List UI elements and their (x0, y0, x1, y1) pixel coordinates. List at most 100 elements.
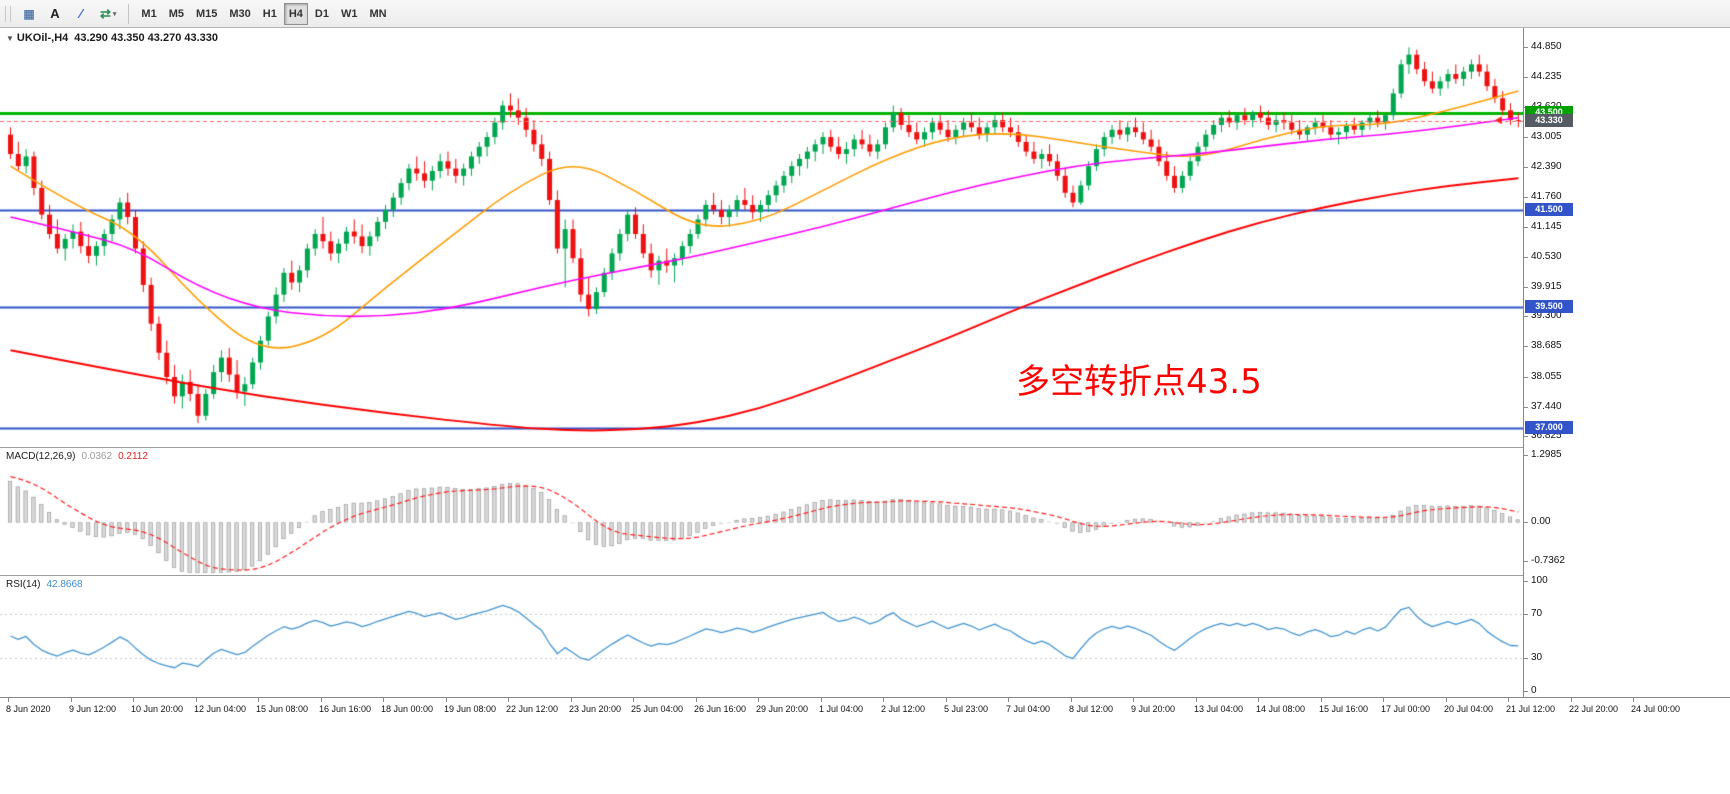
text-annotation-button[interactable]: A (43, 3, 67, 25)
price-axis-tick (1524, 316, 1528, 317)
price-axis-label: 42.390 (1531, 161, 1562, 172)
time-axis[interactable]: 8 Jun 2020 9 Jun 12:00 10 Jun 20:00 12 Jun … (0, 697, 1730, 717)
auto-scroll-button[interactable]: ⇄ ▾ (95, 3, 121, 25)
time-axis-label: 18 Jun 00:00 (381, 704, 434, 714)
time-axis-tick (571, 698, 572, 702)
rsi-canvas[interactable] (0, 575, 1523, 697)
price-axis[interactable]: 44.85044.23543.62043.00542.39041.76041.1… (1523, 28, 1730, 697)
price-level-badge: 43.330 (1525, 114, 1573, 127)
time-axis-tick (821, 698, 822, 702)
timeframe-m5-button[interactable]: M5 (164, 3, 189, 25)
charts-grid-icon: ▦ (23, 6, 35, 21)
time-axis-label: 22 Jun 12:00 (506, 704, 559, 714)
time-axis-tick (1508, 698, 1509, 702)
time-axis-label: 7 Jul 04:00 (1006, 704, 1051, 714)
time-axis-label: 8 Jun 2020 (6, 704, 51, 714)
rsi-panel (0, 575, 1730, 697)
time-axis-label: 29 Jun 20:00 (756, 704, 809, 714)
price-axis-tick (1524, 436, 1528, 437)
price-axis-tick (1524, 227, 1528, 228)
time-axis-label: 10 Jun 20:00 (131, 704, 184, 714)
time-axis-label: 21 Jul 12:00 (1506, 704, 1556, 714)
price-axis-tick (1524, 77, 1528, 78)
timeframe-h4-button[interactable]: H4 (283, 2, 308, 25)
price-axis-label: 43.005 (1531, 131, 1562, 142)
price-axis-tick (1524, 346, 1528, 347)
time-axis-tick (71, 698, 72, 702)
price-axis-label: 39.300 (1531, 310, 1562, 321)
time-axis-tick (1196, 698, 1197, 702)
time-axis-label: 13 Jul 04:00 (1194, 704, 1244, 714)
ohlc-values: 43.290 43.350 43.270 43.330 (74, 32, 219, 44)
macd-axis-tick (1524, 561, 1528, 562)
macd-axis-label: -0.7362 (1531, 555, 1565, 566)
time-axis-tick (196, 698, 197, 702)
time-axis-tick (1321, 698, 1322, 702)
annotation-text: 多空转折点43.5 (1016, 362, 1262, 402)
price-axis-label: 44.850 (1531, 41, 1562, 52)
rsi-axis-tick (1524, 691, 1528, 692)
price-axis-label: 39.915 (1531, 281, 1562, 292)
trendline-button[interactable]: ∕ (69, 3, 93, 25)
time-axis-tick (1383, 698, 1384, 702)
price-chart-panel (0, 28, 1730, 447)
time-axis-tick (1133, 698, 1134, 702)
macd-axis-tick (1524, 522, 1528, 523)
timeframe-m1-button[interactable]: M1 (136, 3, 161, 25)
trendline-icon: ∕ (79, 6, 83, 21)
timeframe-m30-button[interactable]: M30 (224, 3, 255, 25)
time-axis-label: 2 Jul 12:00 (881, 704, 926, 714)
time-axis-label: 16 Jun 16:00 (319, 704, 372, 714)
time-axis-label: 25 Jun 04:00 (631, 704, 684, 714)
time-axis-tick (383, 698, 384, 702)
chevron-down-icon: ▾ (112, 10, 117, 18)
charts-grid-button[interactable]: ▦ (17, 3, 41, 25)
time-axis-tick (8, 698, 9, 702)
price-axis-label: 44.235 (1531, 71, 1562, 82)
timeframe-w1-button[interactable]: W1 (336, 3, 363, 25)
macd-signal-value: 0.2112 (118, 451, 148, 462)
time-axis-label: 14 Jul 08:00 (1256, 704, 1306, 714)
toolbar-gripper[interactable] (5, 5, 11, 22)
time-axis-label: 9 Jul 20:00 (1131, 704, 1176, 714)
rsi-axis-label: 0 (1531, 685, 1537, 696)
price-axis-tick (1524, 137, 1528, 138)
toolbar: ▦ A ∕ ⇄ ▾ M1 M5 M15 M30 H1 H4 D1 W1 MN (0, 0, 1730, 28)
timeframe-h1-button[interactable]: H1 (258, 3, 282, 25)
time-axis-label: 9 Jun 12:00 (69, 704, 117, 714)
price-axis-label: 41.760 (1531, 191, 1562, 202)
time-axis-label: 23 Jun 20:00 (569, 704, 622, 714)
macd-canvas[interactable] (0, 447, 1523, 575)
price-axis-tick (1524, 47, 1528, 48)
rsi-axis-tick (1524, 581, 1528, 582)
price-axis-tick (1524, 257, 1528, 258)
time-axis-tick (696, 698, 697, 702)
symbol-dropdown-icon[interactable]: ▼ (6, 34, 14, 43)
macd-axis-label: 1.2985 (1531, 449, 1562, 460)
rsi-label: RSI(14) 42.8668 (6, 579, 83, 590)
time-axis-label: 17 Jul 00:00 (1381, 704, 1431, 714)
time-axis-label: 12 Jun 04:00 (194, 704, 247, 714)
price-chart-canvas[interactable] (0, 28, 1523, 447)
time-axis-label: 24 Jul 00:00 (1631, 704, 1681, 714)
time-axis-tick (1633, 698, 1634, 702)
time-axis-label: 1 Jul 04:00 (819, 704, 864, 714)
time-axis-tick (258, 698, 259, 702)
time-axis-tick (1258, 698, 1259, 702)
price-axis-tick (1524, 377, 1528, 378)
time-axis-label: 15 Jul 16:00 (1319, 704, 1369, 714)
price-axis-label: 38.055 (1531, 371, 1562, 382)
timeframe-mn-button[interactable]: MN (364, 3, 391, 25)
price-axis-label: 40.530 (1531, 251, 1562, 262)
time-axis-label: 5 Jul 23:00 (944, 704, 989, 714)
toolbar-separator (128, 3, 130, 24)
price-axis-tick (1524, 197, 1528, 198)
timeframe-d1-button[interactable]: D1 (310, 3, 334, 25)
time-axis-tick (1446, 698, 1447, 702)
time-axis-tick (946, 698, 947, 702)
text-annotation-icon: A (50, 6, 60, 21)
timeframe-m15-button[interactable]: M15 (191, 3, 222, 25)
time-axis-tick (321, 698, 322, 702)
macd-main-value: 0.0362 (81, 451, 113, 462)
